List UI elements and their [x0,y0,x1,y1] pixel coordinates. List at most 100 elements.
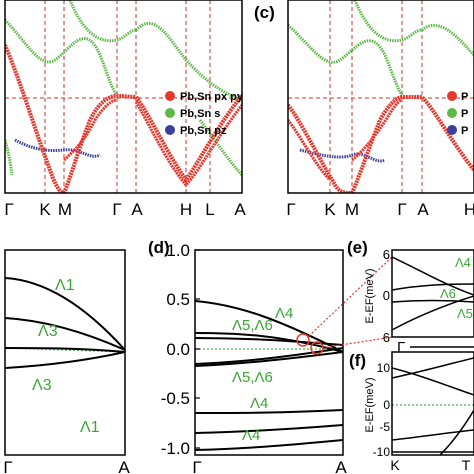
band-line [5,351,125,369]
panel-frame [287,0,474,194]
pz-band-1 [14,138,101,158]
kpath-labels-f: K T [390,457,470,473]
band-label: Λ1 [55,277,75,294]
legend-label-partial: P [461,108,468,120]
y-tick-label: -0.5 [161,389,190,408]
band-labels-e: Λ4 Λ6 Λ5 [440,255,473,321]
panel-frame [4,0,243,194]
band-label: Λ6 [440,286,456,301]
band-label: Λ3 [32,377,52,394]
y-tick-label: 1.0 [166,241,190,260]
band-line [5,317,125,351]
panel-frame [391,249,474,338]
band-labels-d: Λ4 Λ5,Λ6 Λ5,Λ6 Λ4 Λ4 [232,305,293,444]
pxpy-band-1 [5,44,65,193]
panel-label-f: (f) [349,351,366,370]
band-line [392,367,474,396]
kpath-label: K [390,457,400,473]
band-label: Λ4 [275,305,293,322]
band-line [392,429,474,441]
panel-frame [391,351,474,456]
y-tick-labels: 6 0 6 [383,247,390,345]
legend-label-s: Pb,Sn s [180,108,220,120]
kpath-label: H [464,200,474,219]
s-band-1 [288,23,404,96]
band-line [195,337,343,346]
band-label: Λ3 [38,323,58,340]
y-tick-label: 0 [383,398,390,412]
kpath-label: A [335,458,347,474]
panel-label-d: (d) [148,238,170,257]
band-line [392,283,474,291]
legend-label-pxpy: Pb,Sn px py [180,91,244,103]
y-tick-label: 0.5 [166,290,190,309]
panel-frame [4,249,126,456]
legend-marker-s [165,108,175,118]
y-tick-labels: 1.0 0.5 0.0 -0.5 -1.0 [161,241,190,458]
y-tick-label: -1.0 [161,439,190,458]
kpath-label: A [417,200,429,219]
pxpy-band-2 [350,95,474,193]
kpath-label: K [324,200,336,219]
panel-d: 1.0 0.5 0.0 -0.5 -1.0 Λ4 Λ5,Λ6 Λ5,Λ6 Λ4 … [161,241,348,474]
kpath-labels-d: Γ A [192,458,347,474]
kpath-label: Γ [397,339,405,356]
kpath-label: T [462,457,471,473]
band-line [392,256,474,296]
panel-top-left: Pb,Sn px py Pb,Sn s Pb,Sn pz Γ K M Γ A H… [4,0,246,219]
kpath-label: Γ [397,200,406,219]
band-line [392,357,474,379]
band-line [5,347,125,353]
band-line [5,277,125,351]
band-label: Λ4 [455,255,471,270]
band-line [195,424,343,434]
kpath-label: L [205,200,214,219]
s-band-3 [134,22,242,102]
pxpy-band-1 [288,103,353,193]
y-tick-label: 6 [383,247,390,262]
band-line [392,295,474,331]
kpath-label: A [118,458,130,474]
y-tick-label: 10 [377,361,391,375]
band-label: Λ1 [80,419,100,436]
pxpy-band-5 [134,101,242,188]
y-axis-label: E-EF(meV) [364,378,376,433]
kpath-label: Γ [4,200,13,219]
legend-partial: P P P [447,91,468,137]
s-band-5 [198,119,242,177]
pxpy-band-3 [288,119,332,182]
s-band-2 [68,0,137,43]
y-tick-label: 0 [383,288,390,303]
y-tick-labels: 10 0 -5 -10 [373,361,391,459]
legend-label-pz: Pb,Sn pz [180,125,227,137]
legend-marker-pz [447,125,457,135]
legend-marker-s [447,108,457,118]
panel-bottom-left: Λ1 Λ3 Λ3 Λ1 Γ A [3,249,130,474]
kpath-label: M [58,200,72,219]
s-band-1 [5,18,119,97]
band-labels-left: Λ1 Λ3 Λ3 Λ1 [32,277,100,436]
kpath-label: Γ [286,200,295,219]
kpath-label: K [39,200,51,219]
s-band-4 [5,139,14,176]
kpath-label: H [180,200,192,219]
kpath-label: M [345,200,359,219]
y-axis-label: E-EF(meV) [364,269,376,324]
band-line [195,409,343,414]
panel-label-e: (e) [347,238,368,257]
band-line [392,299,474,303]
band-line [195,300,343,353]
y-ticks [195,249,200,449]
band-line [195,439,343,451]
band-label: Λ4 [250,395,268,412]
panel-label-c: (c) [254,3,275,22]
band-label: Λ5,Λ6 [232,369,273,386]
kpath-label: A [131,200,143,219]
band-label: Λ5,Λ6 [232,317,273,334]
pxpy-band-3 [62,98,118,162]
y-tick-label: -5 [379,420,390,434]
band-label: Λ5 [457,306,473,321]
legend: Pb,Sn px py Pb,Sn s Pb,Sn pz [165,91,244,137]
y-tick-label: 6 [383,330,390,345]
